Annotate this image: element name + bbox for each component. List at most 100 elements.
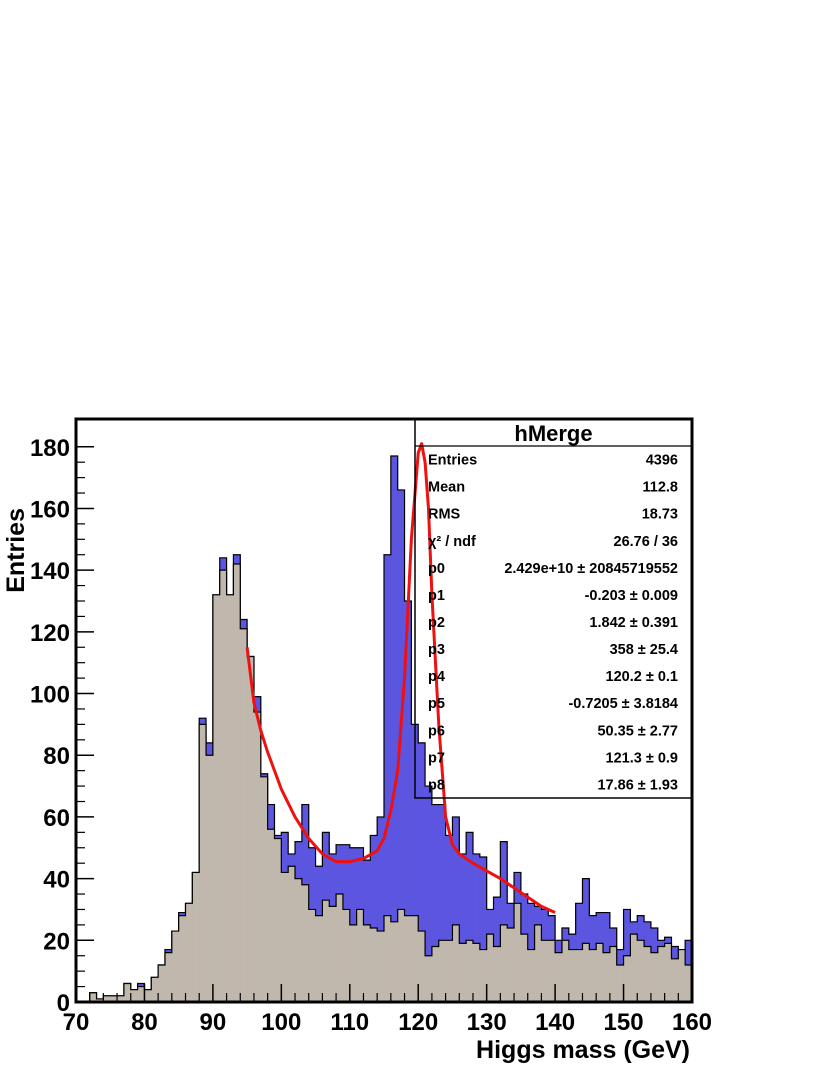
fit-curve-line [245,442,556,914]
histogram-bar [534,924,542,1002]
histogram-bar [281,872,289,1002]
histogram-bar [411,915,419,1002]
histogram-bar [240,628,248,1002]
y-tick-label: 140 [30,558,70,585]
histogram-bar [568,949,577,1002]
y-tick-label: 20 [43,928,70,955]
histogram-bar [356,909,364,1002]
y-tick-label: 0 [57,990,70,1017]
x-tick-label: 120 [398,1009,438,1036]
histogram-bar [397,909,405,1002]
histogram-bar [452,924,460,1002]
histogram-bar [329,906,337,1002]
histogram-bar [390,456,399,1002]
histogram-bar [404,600,412,1002]
histogram-bar [308,909,316,1002]
histogram-bar [431,804,440,1002]
x-tick-label: 150 [604,1009,644,1036]
histogram-bar [630,934,638,1002]
histogram-bar [151,977,159,1002]
stats-row-label: Entries [428,453,477,469]
stats-row-value: 17.86 ± 1.93 [597,777,678,793]
histogram-bar [500,924,508,1002]
histogram-bar [164,952,173,1002]
histogram-bar [260,776,269,1002]
histogram-bar [472,853,481,1002]
histogram-bar [397,489,405,1002]
histogram-bar [431,946,440,1002]
stats-row-label: p6 [428,723,445,739]
stats-row-label: p8 [428,777,445,793]
stats-row-label: p7 [428,750,445,766]
x-tick-label: 160 [672,1009,712,1036]
stats-row-value: 358 ± 25.4 [610,642,678,658]
histogram-bar [130,989,138,1002]
histogram-bar [89,992,97,1002]
histogram-bar [582,943,590,1002]
histogram-bar [336,894,344,1002]
y-tick-label: 60 [43,805,70,832]
stats-row-value: 1.842 ± 0.391 [589,615,678,631]
histogram-bar [144,989,152,1002]
x-tick-label: 110 [330,1009,369,1036]
stats-row-label: p0 [428,561,445,577]
histogram-bar [288,866,296,1002]
histogram-bar [479,857,488,1002]
histogram-bar [650,952,659,1002]
x-tick-label: 100 [261,1009,301,1036]
histogram-bar [390,921,399,1002]
stats-row-value: 112.8 [643,480,679,496]
histogram-bar [520,934,529,1002]
stats-row-value: -0.7205 ± 3.8184 [568,696,678,712]
histogram-bar [110,995,118,1002]
histogram-bar [96,998,104,1002]
histogram-bar [384,915,392,1002]
histogram-bar [418,931,426,1002]
histogram-bar [274,838,282,1002]
y-tick-label: 80 [43,743,70,770]
histogram-bar [500,841,508,1002]
histogram-bar [363,924,371,1002]
histogram-bar [247,656,255,1002]
histogram-bar [671,958,679,1002]
histogram-bar [315,915,323,1002]
stats-row-value: 50.35 ± 2.77 [597,723,678,739]
histogram-bar [192,872,200,1002]
stats-row-value: 2.429e+10 ± 20845719552 [504,561,678,577]
histogram-bar [596,943,604,1002]
histogram-bar [384,554,392,1002]
histogram-bar [212,594,221,1002]
histogram-bar [678,949,686,1002]
x-tick-label: 90 [200,1009,227,1036]
histogram-bar [206,755,214,1002]
histogram-bar [459,943,467,1002]
histogram-bar [425,786,433,1002]
histogram-bar [445,835,453,1002]
stats-box: hMerge Entries 4396 Mean 112.8 RMS 18.73 χ² / n… [414,418,693,799]
histogram-bar [527,949,535,1002]
histogram-bars [76,455,693,1003]
histogram-bar [452,816,460,1002]
histogram-bar [472,943,481,1002]
histogram-series-1 [76,563,693,1003]
histogram-bar [479,949,488,1002]
histogram-bar [466,832,474,1002]
histogram-bar [514,903,522,1002]
x-tick-label: 70 [63,1009,90,1036]
histogram-bar [425,955,433,1002]
histogram-bar [445,940,453,1002]
histogram-outline [76,563,693,1003]
histogram-bar [370,835,378,1002]
stats-row-label: p4 [428,669,445,685]
histogram-bar [370,927,378,1002]
histogram-bar [548,940,556,1002]
histogram-bar [664,943,672,1002]
histogram-bar [158,964,166,1002]
histogram-bar [582,878,590,1002]
histogram-bar [226,594,234,1002]
histogram-bar [438,940,446,1002]
histogram-bar [616,964,624,1002]
histogram-bar [404,915,412,1002]
y-tick-label: 180 [30,435,70,462]
